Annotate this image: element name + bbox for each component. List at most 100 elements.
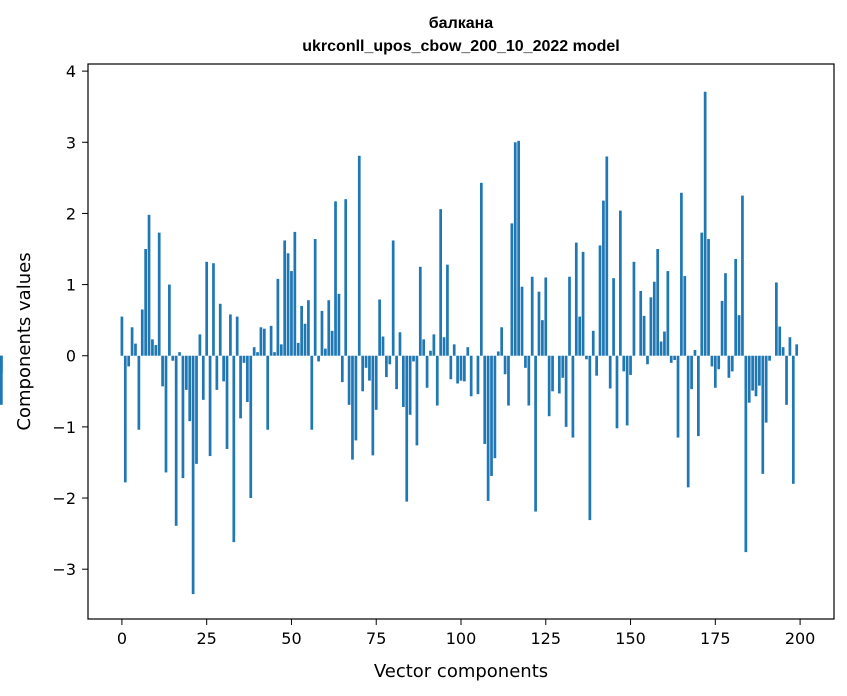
bar [781, 347, 785, 356]
bar [429, 350, 432, 356]
bar [374, 355, 378, 410]
bar [581, 251, 585, 356]
bar [269, 325, 273, 356]
bar [422, 339, 426, 356]
y-tick-label: 3 [66, 133, 76, 152]
bar [351, 355, 354, 460]
bar [483, 355, 487, 444]
bar [157, 232, 161, 356]
x-tick-label: 175 [700, 629, 731, 648]
bar [446, 264, 449, 356]
bar [357, 155, 361, 356]
bar [161, 355, 164, 387]
bar [181, 355, 185, 479]
bar [123, 355, 127, 483]
bar [229, 314, 232, 356]
bar [456, 355, 459, 384]
bar [425, 355, 429, 388]
bar [751, 355, 754, 391]
bar [697, 355, 700, 437]
bar [730, 355, 734, 372]
bar [320, 310, 324, 356]
bar [547, 355, 551, 417]
bar [340, 355, 344, 383]
bar [449, 355, 453, 380]
x-tick-label: 0 [117, 629, 127, 648]
bar [629, 355, 632, 375]
bar [496, 351, 500, 356]
bar [775, 282, 778, 356]
bar [402, 355, 405, 407]
bar [530, 276, 534, 356]
bar [652, 281, 656, 356]
bar [744, 355, 748, 553]
chart-subtitle: ukrconll_upos_cbow_200_10_2022 model [302, 38, 619, 55]
bar [337, 293, 341, 356]
x-tick-label: 125 [530, 629, 561, 648]
bar [693, 350, 697, 356]
bar [795, 344, 799, 356]
bar [463, 355, 466, 382]
bar [703, 91, 707, 356]
bar [418, 266, 422, 356]
bar [0, 355, 3, 405]
bar [659, 341, 663, 356]
bar [191, 355, 195, 595]
bar [544, 277, 548, 356]
bar [469, 355, 473, 397]
bar [741, 195, 744, 356]
bar [466, 347, 470, 356]
bar [262, 328, 266, 356]
bar [127, 355, 131, 367]
bar [276, 278, 280, 356]
bar [246, 355, 249, 402]
bar [758, 355, 761, 386]
bar [242, 355, 246, 363]
bar [527, 355, 531, 406]
bar [385, 355, 388, 378]
bar [619, 210, 622, 356]
bar [300, 305, 303, 356]
bar [256, 352, 259, 356]
bar [239, 355, 242, 419]
bar [432, 334, 436, 356]
x-tick-label: 100 [446, 629, 477, 648]
bar [761, 355, 765, 474]
x-tick-label: 150 [615, 629, 646, 648]
x-tick-label: 200 [785, 629, 816, 648]
bar [144, 249, 147, 356]
bar [642, 315, 646, 356]
bar [188, 355, 192, 422]
bar [293, 231, 297, 356]
bar [208, 355, 212, 457]
bar [120, 316, 124, 356]
bar [368, 355, 371, 381]
bar [347, 355, 351, 405]
bar [720, 300, 724, 356]
bar [713, 355, 717, 388]
bar [412, 355, 415, 362]
y-tick-label: −1 [52, 418, 76, 437]
bar [551, 355, 554, 392]
bar [273, 352, 276, 356]
bar [513, 142, 517, 356]
bar [134, 343, 137, 356]
bar [205, 261, 209, 356]
bar [324, 348, 327, 356]
bar [676, 355, 680, 438]
bar [737, 315, 741, 356]
y-tick-label: −2 [52, 489, 76, 508]
bar [290, 271, 293, 356]
bar [313, 239, 317, 356]
bar [686, 355, 690, 488]
bar [602, 200, 605, 356]
bar [307, 300, 310, 356]
bar [727, 355, 731, 378]
bar [510, 223, 514, 356]
bar [568, 276, 571, 356]
bar [788, 337, 792, 356]
bar [398, 332, 402, 356]
x-tick-label: 50 [281, 629, 301, 648]
bar [361, 355, 365, 392]
